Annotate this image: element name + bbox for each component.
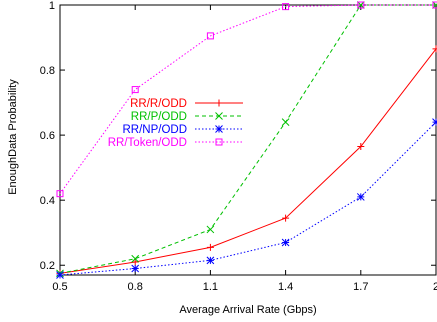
y-axis-label: EnoughData Probability <box>7 79 19 195</box>
data-point <box>281 118 290 126</box>
series-2 <box>56 118 437 279</box>
data-point <box>357 143 365 151</box>
data-point <box>206 32 214 40</box>
data-point <box>56 190 64 198</box>
data-point <box>131 254 140 263</box>
y-tick-label: 1 <box>49 0 55 12</box>
legend-marker <box>215 125 223 133</box>
data-point <box>356 1 365 9</box>
series-3 <box>56 1 437 198</box>
series-line <box>59 4 436 274</box>
legend-label: RR/Token/ODD <box>108 137 187 149</box>
data-point <box>282 214 290 222</box>
x-tick-label: 1.4 <box>278 281 293 293</box>
plot-frame <box>59 4 437 276</box>
series-line <box>59 121 437 276</box>
y-tick-label: 0.2 <box>40 260 55 272</box>
legend-marker <box>215 112 223 120</box>
data-point <box>56 271 64 279</box>
data-point <box>432 1 437 9</box>
data-point <box>282 3 290 11</box>
legend-marker <box>215 138 223 146</box>
data-point <box>206 243 214 251</box>
x-axis-label: Average Arrival Rate (Gbps) <box>179 304 316 316</box>
data-point <box>206 225 215 234</box>
data-point <box>131 264 140 273</box>
series-line <box>59 48 437 274</box>
y-tick-label: 0.8 <box>40 65 55 77</box>
legend-label: RR/NP/ODD <box>122 124 187 136</box>
data-point <box>357 1 365 9</box>
data-point <box>131 86 139 94</box>
x-tick-label: 2 <box>433 281 437 293</box>
x-tick-label: 0.5 <box>52 281 67 293</box>
series-line <box>59 4 436 194</box>
data-point <box>432 118 437 126</box>
legend-marker <box>215 99 223 107</box>
legend-label: RR/R/ODD <box>130 98 187 110</box>
data-point <box>432 45 437 53</box>
y-tick-label: 0.6 <box>40 130 55 142</box>
data-point <box>206 256 215 265</box>
x-tick-label: 1.7 <box>353 281 368 293</box>
data-point <box>131 258 139 266</box>
y-tick-label: 0.4 <box>40 195 55 207</box>
x-tick-label: 0.8 <box>128 281 143 293</box>
legend-label: RR/P/ODD <box>131 111 187 123</box>
data-point <box>356 193 365 201</box>
data-point <box>281 238 290 247</box>
x-tick-label: 1.1 <box>203 281 218 293</box>
series-0 <box>56 45 437 277</box>
